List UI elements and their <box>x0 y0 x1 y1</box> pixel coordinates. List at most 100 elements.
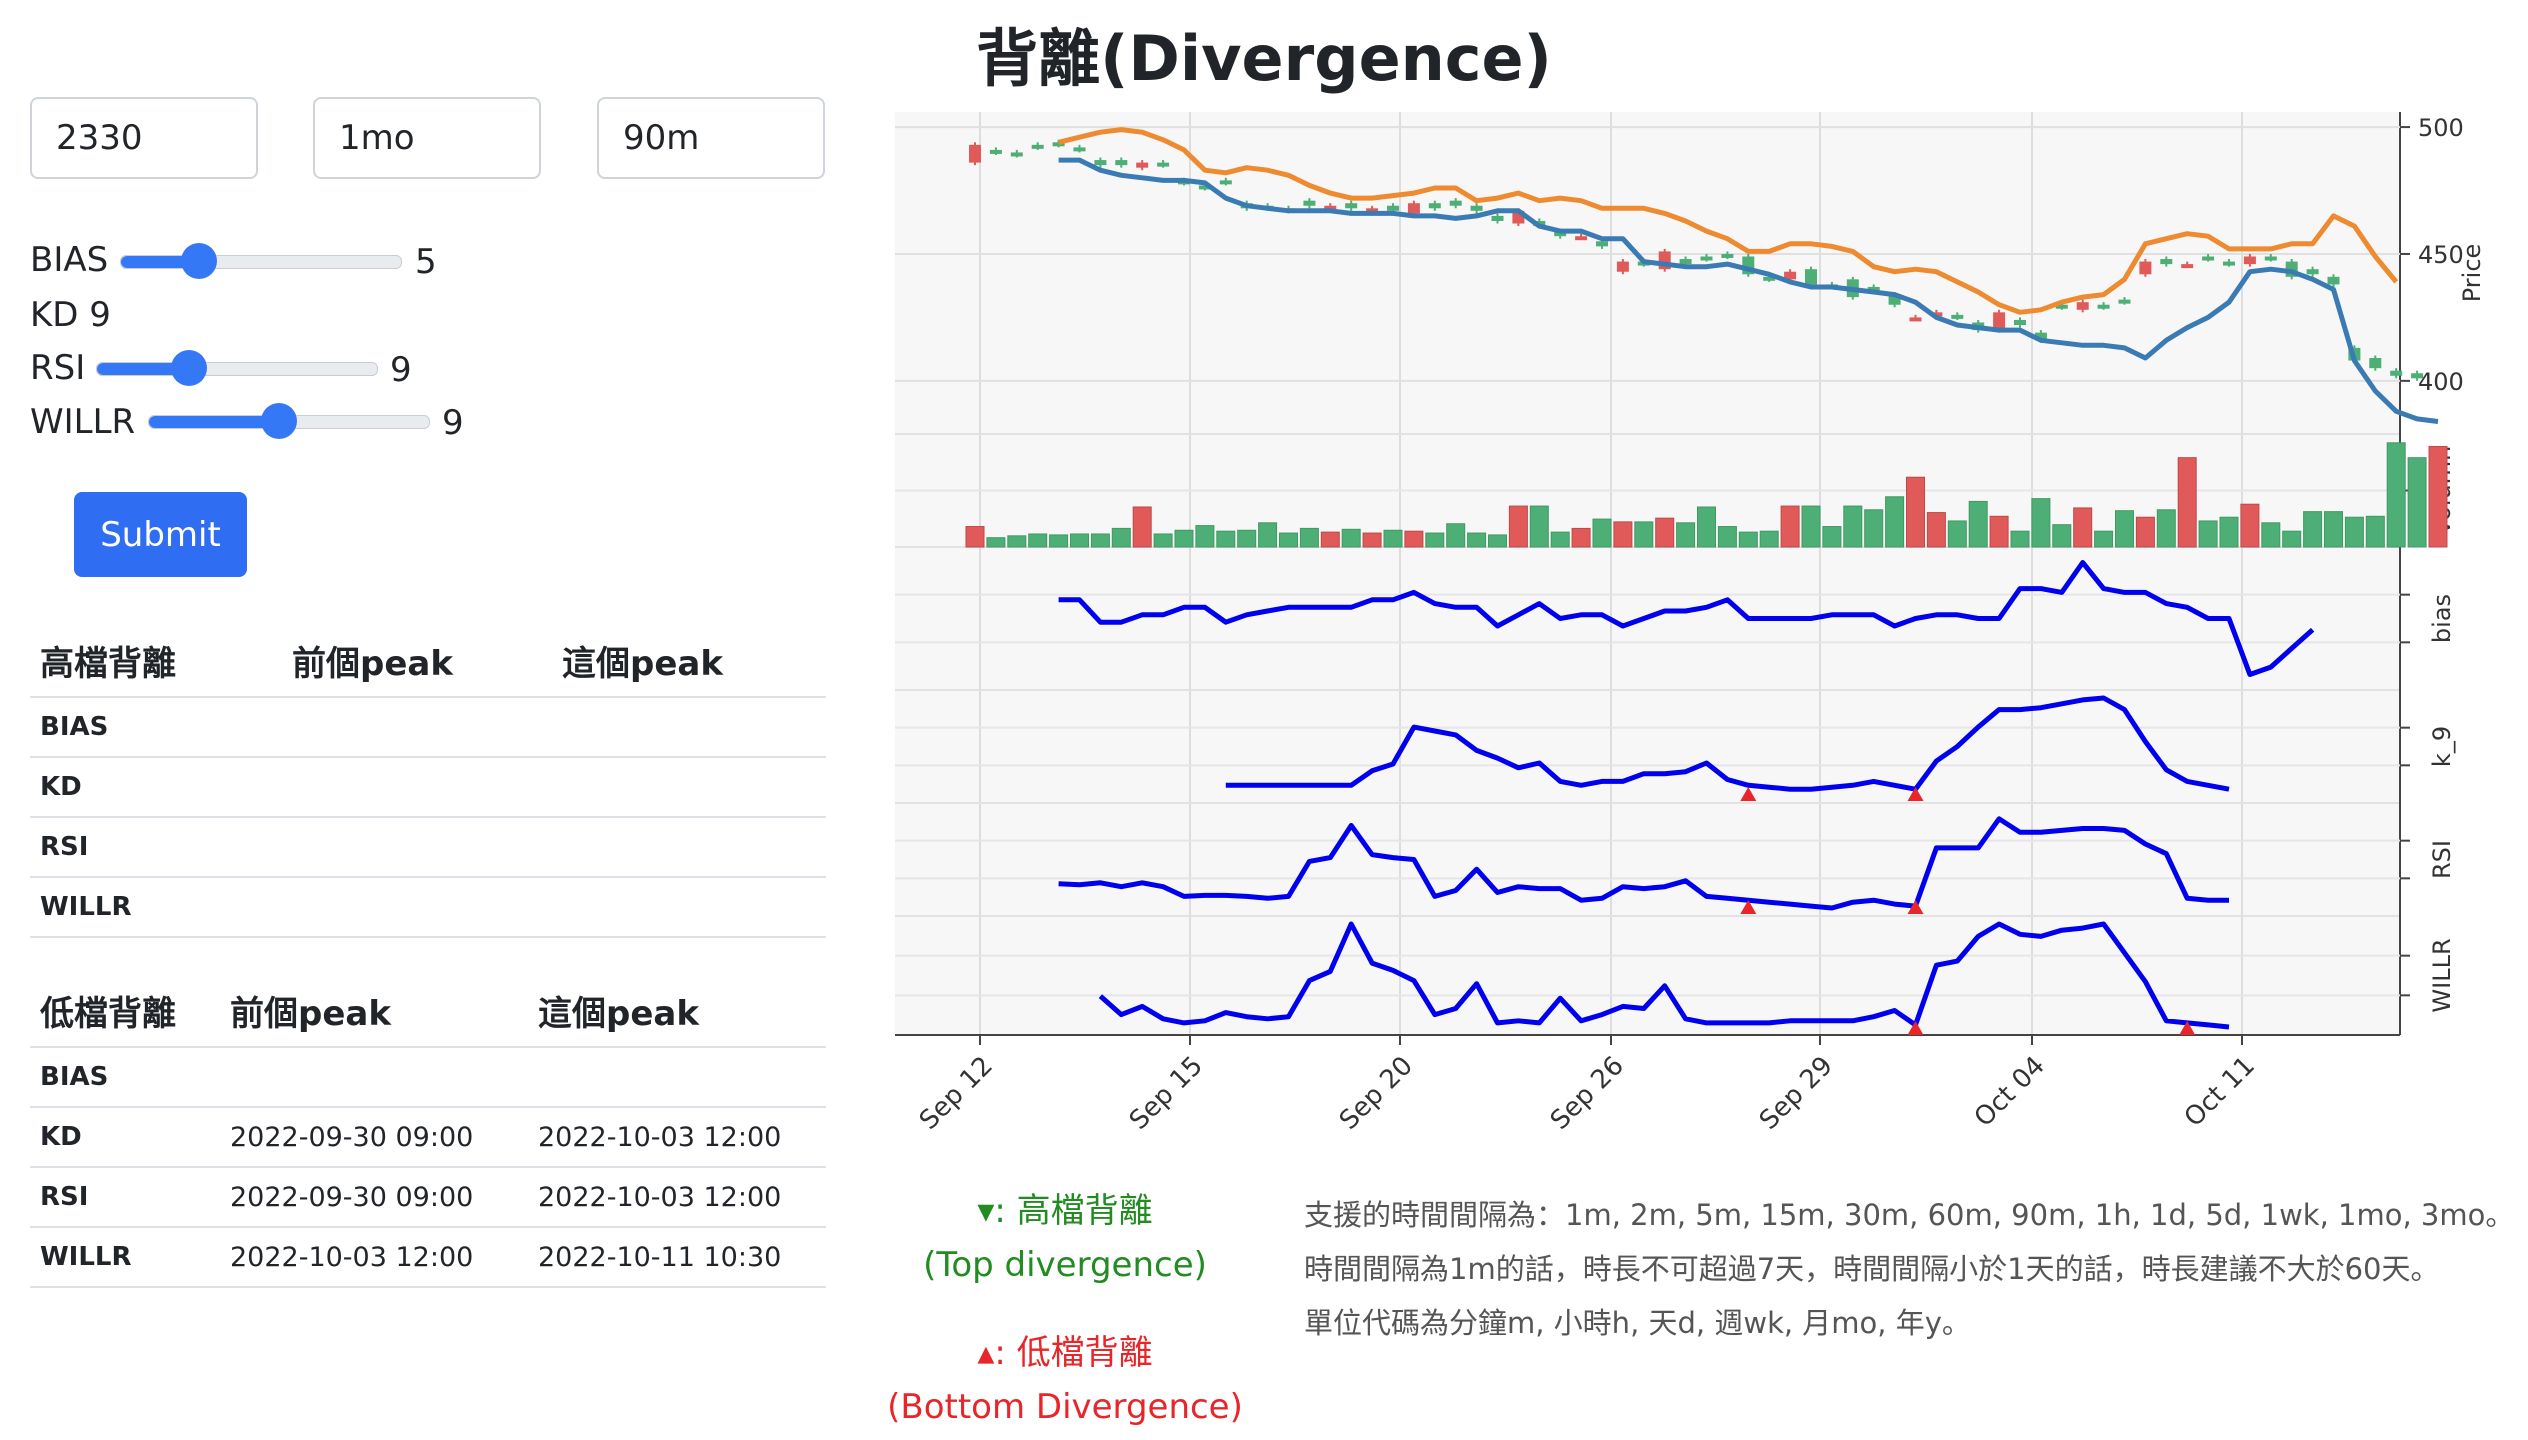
candle-body <box>1909 317 1922 322</box>
top-divergence-table: 高檔背離 前個peak 這個peak BIAS KD RSI WILLR <box>30 618 826 938</box>
table-row: WILLR 2022-10-03 12:00 2022-10-11 10:30 <box>30 1228 826 1288</box>
volume-bar <box>2010 530 2030 548</box>
volume-bar <box>2324 511 2343 548</box>
bias-slider[interactable] <box>120 243 402 279</box>
volume-bar <box>2094 530 2114 548</box>
volume-bar <box>1676 522 1696 548</box>
k9-line <box>1225 695 2230 792</box>
row-prev: 2022-09-30 09:00 <box>230 1122 474 1153</box>
willr-slider-thumb[interactable] <box>261 403 297 439</box>
rsi-label: RSI <box>30 348 86 388</box>
willr-slider-fill <box>149 416 279 428</box>
volume-bar <box>1090 533 1110 548</box>
ma-fast-line <box>1058 157 2439 424</box>
row-name: BIAS <box>40 712 109 742</box>
volume-bar <box>2198 520 2218 548</box>
volume-bar <box>2240 503 2260 548</box>
rsi-value: 9 <box>390 350 412 390</box>
row-name: WILLR <box>40 1242 132 1272</box>
volume-bar <box>1885 496 1905 548</box>
volume-bar <box>1613 521 1633 548</box>
stock-input[interactable] <box>30 97 258 179</box>
willr-line <box>1098 921 2230 1030</box>
candle-body <box>2181 264 2194 269</box>
x-tick-label: Sep 26 <box>1545 1051 1630 1136</box>
legend-top-label-en: (Top divergence) <box>923 1245 1207 1285</box>
candle-body <box>1470 205 1483 211</box>
volume-bar <box>1926 512 1946 548</box>
volume-bar <box>1592 518 1612 548</box>
candle-body <box>1094 160 1107 166</box>
candle-body <box>2243 256 2256 265</box>
bottom-divergence-marker: ▴ <box>977 1333 995 1373</box>
volume-bar <box>1446 523 1466 548</box>
candle-body <box>2390 370 2403 376</box>
volume-bar <box>1780 505 1800 548</box>
price-tick-label: 500 <box>2418 114 2464 142</box>
bias-value: 5 <box>415 242 437 282</box>
x-tick-label: Oct 04 <box>1969 1051 2051 1133</box>
candle-body <box>1010 152 1023 157</box>
rsi-bottom-divergence-marker <box>1907 900 1924 915</box>
panel-ylabel: WILLR <box>2428 938 2456 1012</box>
candle-body <box>1366 208 1379 213</box>
volume-bar <box>1320 531 1340 548</box>
candle-body <box>1763 276 1776 281</box>
row-prev: 2022-10-03 12:00 <box>230 1242 474 1273</box>
period-input[interactable] <box>313 97 541 179</box>
rsi-slider[interactable] <box>96 350 378 386</box>
volume-bar <box>1404 530 1424 548</box>
volume-bar <box>1529 505 1549 548</box>
volume-bar <box>1195 525 1215 548</box>
volume-bar <box>2344 516 2364 548</box>
interval-help-text: 支援的時間間隔為：1m, 2m, 5m, 15m, 30m, 60m, 90m,… <box>1304 1188 2514 1350</box>
x-tick-label: Sep 12 <box>914 1051 999 1136</box>
volume-bar <box>1028 533 1048 548</box>
rsi-bottom-divergence-marker <box>1740 900 1757 915</box>
volume-bar <box>1947 520 1967 548</box>
bottom-table-header-type: 低檔背離 <box>40 994 176 1034</box>
candle-body <box>1679 259 1692 265</box>
row-prev: 2022-09-30 09:00 <box>230 1182 474 1213</box>
rsi-slider-thumb[interactable] <box>171 350 207 386</box>
rsi-slider-fill <box>97 363 189 375</box>
volume-bar <box>2177 457 2197 548</box>
candle-body <box>1157 162 1170 167</box>
table-row: KD <box>30 758 826 818</box>
table-row: RSI <box>30 818 826 878</box>
candle-body <box>1387 205 1399 211</box>
volume-bar <box>1132 506 1152 548</box>
volume-bar <box>2407 457 2427 548</box>
candle-body <box>1491 215 1504 221</box>
legend-top-label: : 高檔背離 <box>994 1191 1153 1231</box>
candle-body <box>2014 319 2026 326</box>
volume-bar <box>986 537 1006 548</box>
candle-body <box>2306 269 2319 275</box>
willr-bottom-divergence-marker <box>2179 1021 2196 1035</box>
rsi-line <box>1058 816 2229 911</box>
willr-slider[interactable] <box>148 403 430 439</box>
candle-body <box>1345 203 1358 209</box>
submit-button[interactable]: Submit <box>74 492 247 577</box>
bias-slider-thumb[interactable] <box>181 243 217 279</box>
candle-body <box>1721 253 1734 258</box>
candle-body <box>2076 302 2089 310</box>
volume-bar <box>1655 517 1675 548</box>
candle-body <box>1888 294 1901 305</box>
candle-body <box>2264 256 2277 261</box>
candle-body <box>969 144 981 163</box>
volume-bar <box>1258 522 1278 548</box>
candle-body <box>1115 160 1128 166</box>
candle-body <box>2369 358 2382 369</box>
candle-body <box>1700 256 1713 261</box>
bias-label: BIAS <box>30 240 109 280</box>
candle-body <box>1407 203 1420 214</box>
candle-body <box>1428 203 1441 209</box>
volume-bar <box>1070 533 1089 548</box>
volume-bar <box>2115 510 2134 548</box>
volume-bar <box>1989 515 2009 548</box>
interval-input[interactable] <box>597 97 825 179</box>
bottom-table-header: 低檔背離 前個peak 這個peak <box>30 968 826 1048</box>
volume-bar <box>1216 530 1236 548</box>
